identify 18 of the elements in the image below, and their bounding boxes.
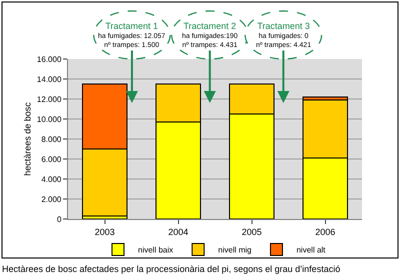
y-tick-label: 8.000: [41, 134, 62, 144]
legend-label: nivell baix: [138, 246, 174, 255]
legend-label: nivell alt: [296, 246, 326, 255]
x-tick-label: 2006: [315, 226, 336, 237]
y-tick-label: 14.000: [36, 74, 62, 84]
y-tick-label: 0: [56, 214, 62, 224]
x-tick-label: 2005: [242, 226, 262, 237]
y-tick-label: 12.000: [36, 94, 62, 104]
y-tick-label: 16.000: [36, 54, 62, 64]
y-tick-label: 4.000: [41, 174, 62, 184]
y-tick-label: 10.000: [36, 114, 62, 124]
legend-label: nivell mig: [218, 246, 252, 255]
text: Hectàrees de bosc afectades per la processionària del pi, segons el grau d’infestació: [2, 264, 340, 274]
x-tick-label: 2004: [168, 226, 188, 237]
y-tick-label: 2.000: [41, 194, 62, 204]
y-axis-title: hectàrees de bosc: [22, 102, 32, 176]
x-tick-label: 2003: [94, 226, 115, 237]
y-tick-label: 6.000: [41, 154, 62, 164]
